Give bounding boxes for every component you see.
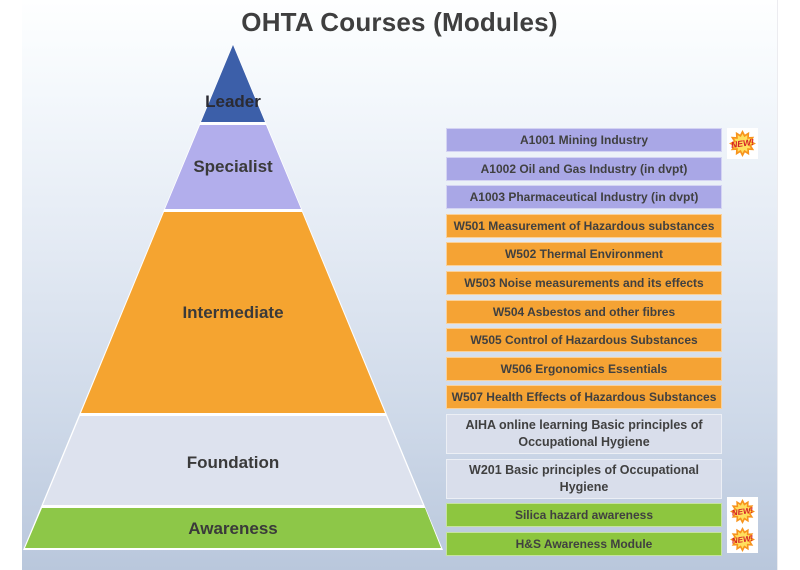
course-row: W503 Noise measurements and its effects xyxy=(446,270,722,295)
course-row: W502 Thermal Environment xyxy=(446,242,722,267)
new-badge-label: NEW! xyxy=(730,137,754,150)
course-row: W507 Health Effects of Hazardous Substan… xyxy=(446,385,722,410)
course-row: W504 Asbestos and other fibres xyxy=(446,299,722,324)
course-row: W201 Basic principles of Occupational Hy… xyxy=(446,458,722,499)
level-label-specialist: Specialist xyxy=(193,157,273,176)
course-label: AIHA online learning Basic principles of… xyxy=(465,418,703,449)
course-label: Silica hazard awareness xyxy=(514,508,654,523)
new-badge-label: NEW! xyxy=(731,505,754,517)
pyramid: Leader Specialist Intermediate Foundatio… xyxy=(23,43,443,550)
new-badge: NEW! xyxy=(727,128,758,159)
course-label: A1001 Mining Industry xyxy=(519,133,649,147)
level-label-leader: Leader xyxy=(205,92,261,111)
course-row: H&S Awareness Module xyxy=(446,531,722,556)
course-row: Silica hazard awareness xyxy=(446,503,722,528)
course-row: W501 Measurement of Hazardous substances xyxy=(446,213,722,238)
course-label: H&S Awareness Module xyxy=(515,536,653,551)
course-label: W507 Health Effects of Hazardous Substan… xyxy=(451,390,717,405)
course-label: W502 Thermal Environment xyxy=(504,247,664,262)
course-row: W506 Ergonomics Essentials xyxy=(446,356,722,381)
course-row: A1003 Pharmaceutical Industry (in dvpt) xyxy=(446,185,722,210)
course-list: A1001 Mining Industry A1002 Oil and Gas … xyxy=(446,128,722,556)
new-badge: NEW! xyxy=(727,497,758,525)
new-badge-label: NEW! xyxy=(731,533,754,545)
course-label: W501 Measurement of Hazardous substances xyxy=(453,218,715,233)
level-label-intermediate: Intermediate xyxy=(182,303,284,322)
course-label: W504 Asbestos and other fibres xyxy=(492,304,676,319)
level-label-foundation: Foundation xyxy=(186,453,280,472)
starburst-icon: NEW! xyxy=(730,526,755,552)
course-label: A1002 Oil and Gas Industry (in dvpt) xyxy=(480,161,688,176)
course-label: W503 Noise measurements and its effects xyxy=(464,275,704,290)
course-row: AIHA online learning Basic principles of… xyxy=(446,413,722,454)
pyramid-levels: Leader Specialist Intermediate Foundatio… xyxy=(25,45,441,548)
course-row: A1001 Mining Industry xyxy=(446,128,722,152)
course-label: W201 Basic principles of Occupational Hy… xyxy=(469,462,699,494)
page-title: OHTA Courses (Modules) xyxy=(241,7,558,37)
new-badge: NEW! xyxy=(727,525,758,553)
level-label-awareness: Awareness xyxy=(188,519,278,538)
course-label: W506 Ergonomics Essentials xyxy=(500,361,668,376)
course-row: W505 Control of Hazardous Substances xyxy=(446,328,722,353)
course-label: A1003 Pharmaceutical Industry (in dvpt) xyxy=(469,190,699,205)
course-row: A1002 Oil and Gas Industry (in dvpt) xyxy=(446,156,722,181)
starburst-icon: NEW! xyxy=(729,130,756,157)
course-label: W505 Control of Hazardous Substances xyxy=(470,333,698,348)
pyramid-level-awareness xyxy=(25,508,441,548)
pyramid-level-foundation xyxy=(43,416,423,505)
starburst-icon: NEW! xyxy=(730,498,755,524)
